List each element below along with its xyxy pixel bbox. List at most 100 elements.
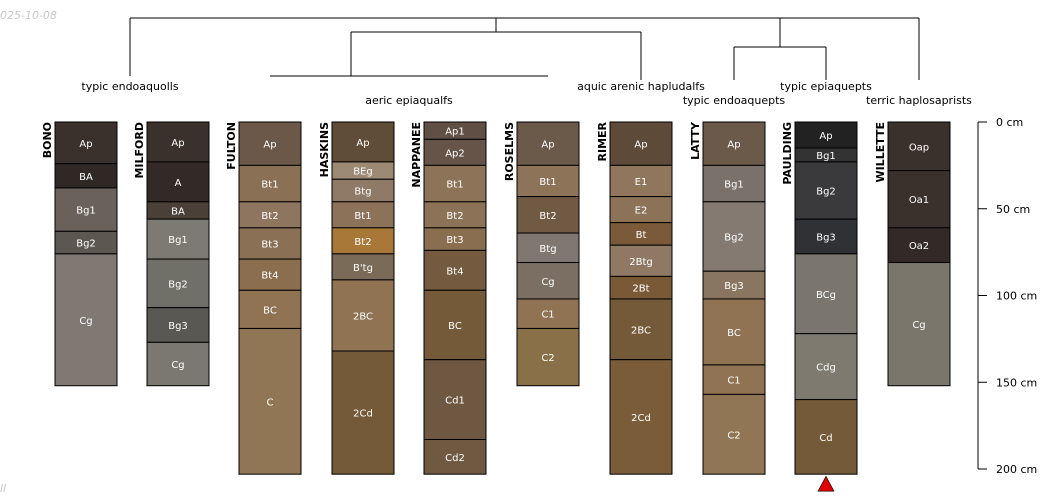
depth-axis: 0 cm 50 cm 100 cm 150 cm 200 cm [977, 116, 1037, 476]
horizon-label: BC [263, 305, 277, 316]
horizon-label: Bg1 [76, 206, 96, 217]
horizon-block [238, 201, 302, 229]
horizon-label: Btg [539, 244, 556, 255]
horizon-label: Bt1 [539, 177, 556, 188]
soil-profile: WILLETTE Oap Oa1 Oa2 Cg [874, 121, 951, 387]
horizon-block [146, 218, 210, 260]
horizon-block [331, 121, 395, 163]
profile-name-label: HASKINS [318, 122, 331, 177]
date-label: 025-10-08 [0, 9, 57, 22]
horizon-block [423, 359, 487, 441]
depth-tick-label: 100 cm [996, 290, 1037, 303]
horizon-block [423, 138, 487, 166]
soil-profile: HASKINS Ap BEg Btg Bt1 Bt2 B'tg 2BC 2Cd [318, 121, 395, 475]
horizon-label: BEg [353, 167, 373, 178]
horizon-block [794, 121, 858, 149]
profile-name-label: NAPPANEE [410, 122, 423, 188]
depth-tick-label: 0 cm [996, 116, 1023, 129]
horizon-label: Oap [909, 142, 929, 153]
horizon-block [423, 439, 487, 475]
horizon-label: C2 [541, 353, 554, 364]
horizon-block [887, 121, 951, 172]
profile-name-label: MILFORD [133, 122, 146, 179]
horizon-label: Bt3 [261, 239, 278, 250]
horizon-block [702, 298, 766, 366]
horizon-label: Cg [171, 360, 184, 371]
horizon-label: Bt1 [354, 211, 371, 222]
horizon-label: Cd1 [445, 396, 465, 407]
horizon-label: Cg [912, 320, 925, 331]
horizon-label: Bt4 [446, 266, 463, 277]
horizon-label: Bt2 [446, 211, 463, 222]
horizon-block [702, 201, 766, 272]
horizon-label: Bg3 [168, 321, 188, 332]
depth-tick-label: 150 cm [996, 376, 1037, 389]
profile-name-label: ROSELMS [503, 122, 516, 181]
horizon-block [609, 359, 673, 475]
horizon-label: BCg [816, 290, 836, 301]
soil-profile: ROSELMS Ap Bt1 Bt2 Btg Cg C1 C2 [503, 121, 580, 387]
horizon-block [146, 258, 210, 309]
horizon-label: Bg1 [168, 235, 188, 246]
horizon-block [331, 253, 395, 281]
horizon-label: Bg2 [816, 187, 836, 198]
horizon-block [238, 327, 302, 475]
horizon-block [423, 201, 487, 229]
horizon-label: 2Btg [629, 257, 653, 268]
horizon-block [423, 289, 487, 361]
horizon-label: Bg2 [724, 233, 744, 244]
horizon-label: Ap2 [445, 148, 465, 159]
horizon-label: 2BC [353, 311, 373, 322]
dendrogram [129, 17, 920, 80]
soil-profile: MILFORD Ap A BA Bg1 Bg2 Bg3 Cg [133, 121, 210, 387]
horizon-label: C [267, 397, 274, 408]
soil-profile: LATTY Ap Bg1 Bg2 Bg3 BC C1 C2 [689, 121, 766, 475]
horizon-block [887, 170, 951, 229]
horizon-label: C1 [727, 376, 740, 387]
soil-profile: PAULDING Ap Bg1 Bg2 Bg3 BCg Cdg Cd [781, 121, 858, 492]
horizon-block [516, 232, 580, 264]
horizon-block [331, 227, 395, 255]
horizon-label: Ap [634, 140, 647, 151]
soil-profile: FULTON Ap Bt1 Bt2 Bt3 Bt4 BC C [225, 121, 302, 475]
horizon-label: Bt1 [446, 180, 463, 191]
profile-name-label: WILLETTE [874, 122, 887, 183]
horizon-block [609, 244, 673, 277]
horizon-block [794, 161, 858, 220]
horizon-block [609, 196, 673, 224]
horizon-label: Bt1 [261, 180, 278, 191]
horizon-block [887, 227, 951, 264]
horizon-block [238, 121, 302, 166]
depth-tick-label: 50 cm [996, 203, 1030, 216]
horizon-label: E1 [635, 177, 648, 188]
horizon-label: Ap [541, 140, 554, 151]
horizon-label: Bg1 [724, 180, 744, 191]
corner-label: ll [0, 482, 6, 495]
horizon-block [609, 164, 673, 198]
soil-profile: RIMER Ap E1 E2 Bt 2Btg 2Bt 2BC 2Cd [596, 121, 673, 475]
horizon-label: Bg2 [168, 279, 188, 290]
horizon-label: BA [171, 206, 185, 217]
taxon-label-hapludalfs: aquic arenic hapludalfs [577, 80, 705, 93]
depth-tick-label: 200 cm [996, 463, 1037, 476]
horizon-block [238, 164, 302, 203]
horizon-label: Cg [79, 316, 92, 327]
soil-profile: BONO Ap BA Bg1 Bg2 Cg [41, 121, 118, 387]
horizon-block [423, 249, 487, 291]
horizon-block [609, 121, 673, 166]
horizon-label: 2Cd [631, 413, 651, 424]
horizon-block [516, 327, 580, 387]
horizon-block [423, 164, 487, 203]
horizon-block [331, 350, 395, 475]
horizon-label: Bt4 [261, 271, 278, 282]
horizon-label: Ap [819, 131, 832, 142]
horizon-label: Cdg [816, 363, 836, 374]
taxon-label-epiaquepts: typic epiaquepts [780, 80, 872, 93]
horizon-label: Ap [263, 140, 276, 151]
horizon-block [794, 399, 858, 475]
horizon-block [887, 262, 951, 387]
horizon-label: Ap [79, 139, 92, 150]
horizon-block [146, 341, 210, 387]
horizon-label: Cd2 [445, 453, 465, 464]
profile-name-label: FULTON [225, 122, 238, 170]
